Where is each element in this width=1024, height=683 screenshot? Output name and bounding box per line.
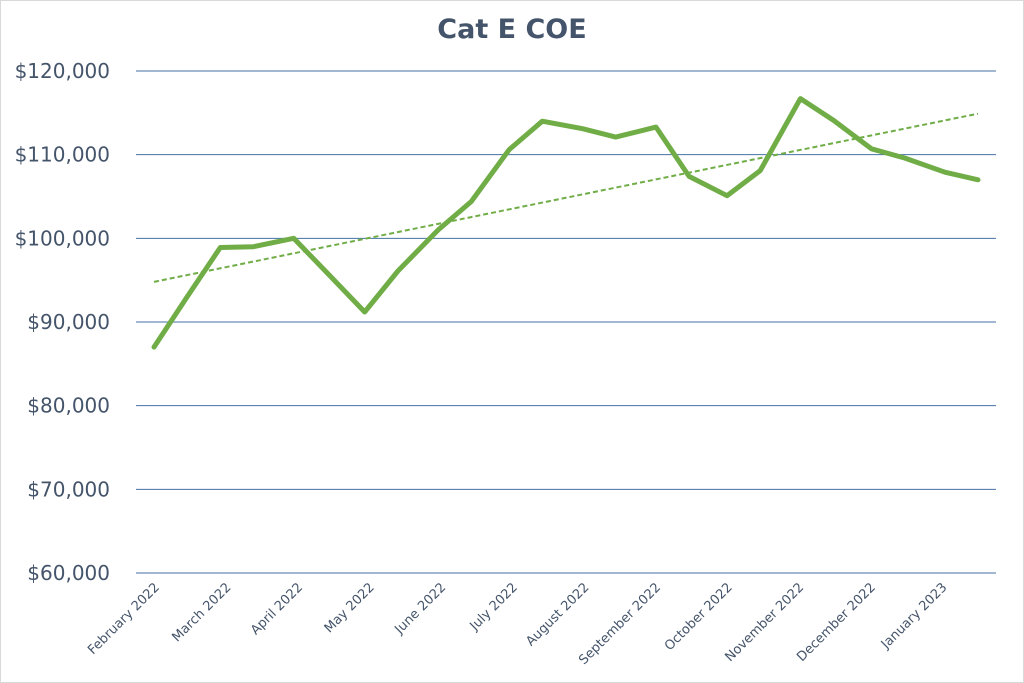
y-tick-label: $90,000 [27,310,110,334]
trendline [153,112,979,283]
y-tick-label: $80,000 [27,394,110,418]
x-tick-label: November 2022 [722,580,807,665]
y-tick-label: $70,000 [27,477,110,501]
x-tick-label: August 2022 [523,580,592,649]
y-tick-label: $60,000 [27,561,110,585]
x-axis-labels: February 2022 March 2022 April 2022 May 202… [85,580,950,668]
y-axis-labels: $60,000 $70,000 $80,000 $90,000 $100,000 $110… [15,59,110,585]
x-tick-label: April 2022 [248,580,306,638]
chart-title: Cat E COE [437,14,587,45]
y-tick-label: $100,000 [15,226,110,250]
y-tick-label: $120,000 [15,59,110,83]
y-tick-label: $110,000 [15,143,110,167]
x-tick-label: January 2023 [878,580,950,652]
series-line [151,96,981,350]
x-tick-label: December 2022 [794,580,879,665]
gridlines [136,70,996,574]
x-tick-label: March 2022 [169,580,234,645]
x-tick-label: July 2022 [467,580,521,634]
series-group [151,96,981,350]
x-tick-label: October 2022 [662,580,736,654]
x-tick-label: May 2022 [322,580,378,636]
trendline-group [153,112,979,283]
x-tick-label: February 2022 [85,580,163,658]
x-tick-label: June 2022 [392,580,450,638]
